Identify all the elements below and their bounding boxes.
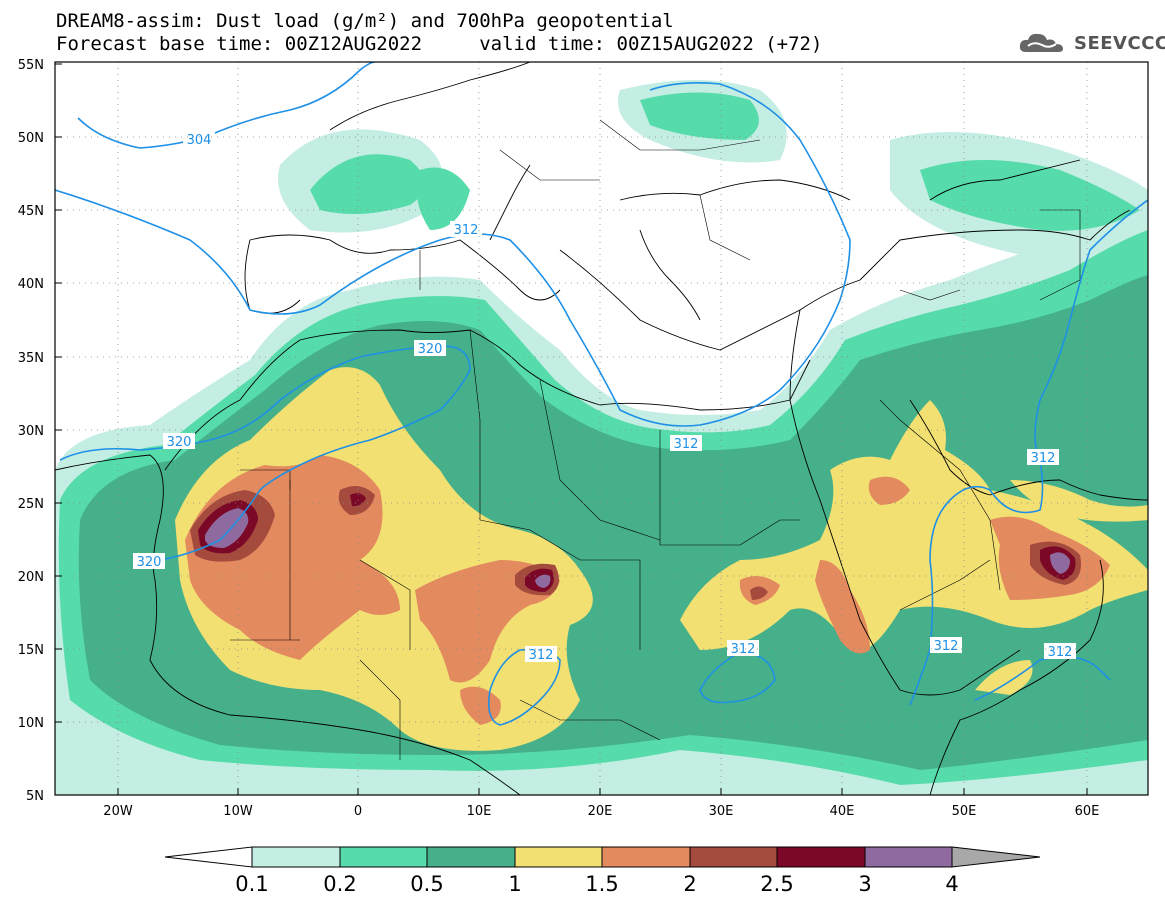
chart-title-line-1: DREAM8-assim: Dust load (g/m²) and 700hP… xyxy=(56,10,674,32)
contour-label: 320 xyxy=(414,340,446,357)
contour-label: 312 xyxy=(525,646,557,663)
lat-label: 55N xyxy=(18,58,44,73)
lat-label: 25N xyxy=(18,497,44,512)
lat-label: 15N xyxy=(18,643,44,658)
svg-text:320: 320 xyxy=(137,555,162,570)
logo-text: SEEVCCC xyxy=(1074,32,1165,54)
lat-label: 35N xyxy=(18,351,44,366)
svg-text:312: 312 xyxy=(674,437,699,452)
cloud-logo-icon xyxy=(1019,33,1063,52)
plot-frame xyxy=(54,61,1149,796)
lat-label: 30N xyxy=(18,424,44,439)
chart-title-line-2: Forecast base time: 00Z12AUG2022 valid t… xyxy=(56,33,823,55)
lon-label: 20W xyxy=(103,804,133,819)
contour-label: 312 xyxy=(1044,643,1076,660)
contour-label: 312 xyxy=(727,640,759,657)
graticule xyxy=(55,62,1148,795)
lon-label: 20E xyxy=(588,804,613,819)
contour-labels: 304 312 320 320 320 312 312 312 312 312 … xyxy=(133,131,1076,663)
lat-label: 45N xyxy=(18,204,44,219)
svg-text:320: 320 xyxy=(418,342,443,357)
geopotential-contours xyxy=(55,62,1148,726)
lon-label: 50E xyxy=(952,804,977,819)
svg-text:312: 312 xyxy=(529,648,554,663)
lat-label: 20N xyxy=(18,570,44,585)
lat-label: 40N xyxy=(18,277,44,292)
longitude-labels: 20W 10W 0 10E 20E 30E 40E 50E 60E xyxy=(103,804,1099,819)
lon-label: 60E xyxy=(1075,804,1100,819)
latitude-labels: 55N 50N 45N 40N 35N 30N 25N 20N 15N 10N … xyxy=(18,58,44,804)
svg-text:304: 304 xyxy=(187,133,212,148)
tick-marks xyxy=(55,63,1088,796)
lat-label: 10N xyxy=(18,716,44,731)
dust-band-3 xyxy=(205,508,1070,588)
svg-text:312: 312 xyxy=(731,642,756,657)
lon-label: 10E xyxy=(467,804,492,819)
svg-text:320: 320 xyxy=(167,435,192,450)
lon-label: 10W xyxy=(223,804,253,819)
lon-label: 0 xyxy=(354,804,362,819)
contour-label: 312 xyxy=(450,221,482,238)
contour-label: 320 xyxy=(133,553,165,570)
lat-label: 50N xyxy=(18,131,44,146)
lat-label: 5N xyxy=(26,789,44,804)
map-plot-area: 304 312 320 320 320 312 312 312 312 312 … xyxy=(55,62,1148,795)
contour-label: 312 xyxy=(1027,449,1059,466)
svg-text:312: 312 xyxy=(1031,451,1056,466)
contour-label: 312 xyxy=(930,637,962,654)
lon-label: 30E xyxy=(709,804,734,819)
seevccc-logo: SEEVCCC xyxy=(1018,30,1165,56)
country-borders xyxy=(230,119,1081,760)
lon-label: 40E xyxy=(830,804,855,819)
contour-label: 304 xyxy=(183,131,215,148)
svg-text:312: 312 xyxy=(1048,645,1073,660)
contour-label: 312 xyxy=(670,435,702,452)
coastlines xyxy=(55,62,1148,795)
svg-text:312: 312 xyxy=(934,639,959,654)
svg-text:312: 312 xyxy=(454,223,479,238)
contour-label: 320 xyxy=(163,433,195,450)
